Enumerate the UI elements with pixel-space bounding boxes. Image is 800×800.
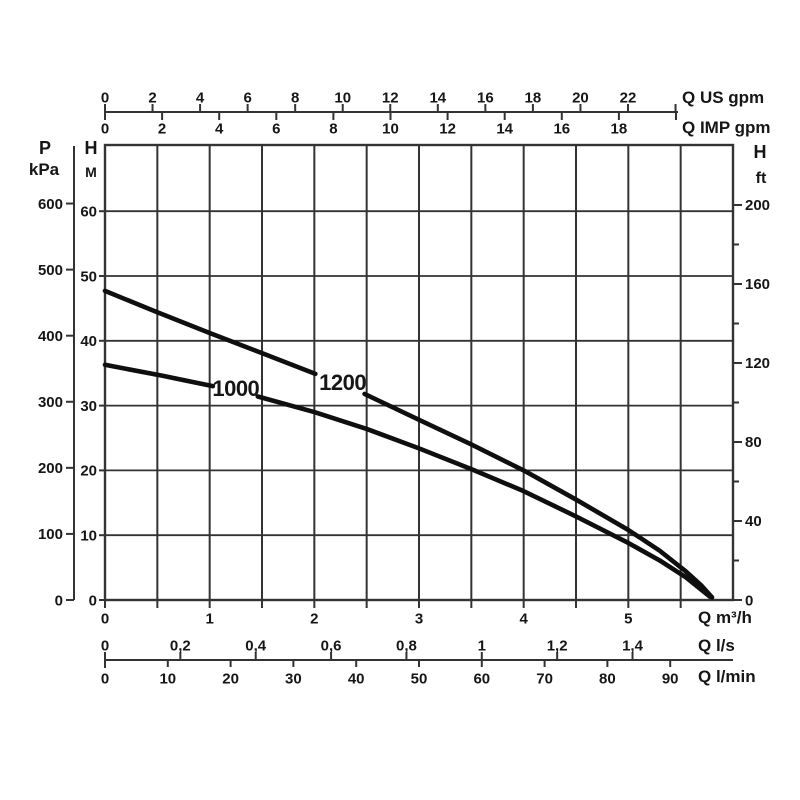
head-ft-tick-label: 160	[745, 276, 770, 293]
imp-gpm-tick-label: 8	[329, 120, 337, 137]
pressure-axis-unit: kPa	[28, 160, 60, 179]
us-gpm-tick-label: 22	[620, 89, 637, 106]
head-m-axis-name: H	[84, 138, 98, 158]
imp-gpm-tick-label: 2	[158, 120, 166, 137]
us-gpm-tick-label: 6	[243, 89, 251, 106]
kpa-tick-label: 600	[38, 196, 63, 213]
head-m-tick-label: 0	[89, 592, 97, 609]
curve-1200	[362, 391, 715, 600]
axis-label-ls: Q l/s	[698, 636, 735, 655]
curve-1000	[255, 394, 713, 600]
kpa-tick-label: 500	[38, 262, 63, 279]
m3h-tick-label: 1	[205, 610, 213, 627]
imp-gpm-tick-label: 18	[611, 120, 628, 137]
us-gpm-tick-label: 10	[334, 89, 351, 106]
head-m-axis-unit: M	[85, 164, 97, 180]
lmin-tick-label: 90	[662, 670, 679, 687]
head-ft-axis-unit: ft	[755, 170, 767, 187]
lmin-tick-label: 60	[473, 670, 490, 687]
us-gpm-tick-label: 4	[196, 89, 205, 106]
ls-tick-label: 0,6	[321, 637, 342, 654]
lmin-tick-label: 20	[222, 670, 239, 687]
axis-label-imp-gpm: Q IMP gpm	[682, 118, 771, 137]
us-gpm-tick-label: 2	[148, 89, 156, 106]
head-m-tick-label: 50	[80, 268, 97, 285]
kpa-tick-label: 0	[55, 592, 63, 609]
lmin-tick-label: 40	[348, 670, 365, 687]
us-gpm-tick-label: 18	[525, 89, 542, 106]
head-m-tick-label: 40	[80, 333, 97, 350]
kpa-tick-label: 400	[38, 328, 63, 345]
imp-gpm-tick-label: 16	[553, 120, 570, 137]
ls-tick-label: 0,8	[396, 637, 417, 654]
m3h-tick-label: 2	[310, 610, 318, 627]
head-m-tick-label: 60	[80, 203, 97, 220]
head-ft-tick-label: 200	[745, 197, 770, 214]
us-gpm-tick-label: 12	[382, 89, 399, 106]
head-ft-tick-label: 80	[745, 434, 762, 451]
head-ft-tick-label: 0	[745, 592, 753, 609]
curve-label-1200: 1200	[319, 370, 366, 395]
pressure-axis-name: P	[38, 138, 51, 158]
imp-gpm-tick-label: 10	[382, 120, 399, 137]
lmin-tick-label: 0	[101, 670, 109, 687]
us-gpm-tick-label: 14	[429, 89, 446, 106]
head-ft-tick-label: 40	[745, 513, 762, 530]
lmin-tick-label: 80	[599, 670, 616, 687]
curve-label-1000: 1000	[212, 376, 259, 401]
imp-gpm-tick-label: 12	[439, 120, 456, 137]
m3h-tick-label: 3	[415, 610, 423, 627]
curve-1000	[102, 362, 216, 389]
head-m-tick-label: 10	[80, 527, 97, 544]
imp-gpm-tick-label: 0	[101, 120, 109, 137]
us-gpm-tick-label: 0	[101, 89, 109, 106]
kpa-tick-label: 300	[38, 394, 63, 411]
kpa-tick-label: 100	[38, 526, 63, 543]
ls-tick-label: 0,2	[170, 637, 191, 654]
imp-gpm-tick-label: 14	[496, 120, 513, 137]
ls-tick-label: 1	[478, 637, 486, 654]
axis-label-us-gpm: Q US gpm	[682, 88, 765, 107]
ls-tick-label: 1,4	[622, 637, 644, 654]
axis-label-lmin: Q l/min	[698, 667, 756, 686]
curve-1200	[102, 288, 318, 377]
head-ft-tick-label: 120	[745, 355, 770, 372]
lmin-tick-label: 10	[159, 670, 176, 687]
lmin-tick-label: 30	[285, 670, 302, 687]
m3h-tick-label: 5	[624, 610, 632, 627]
head-m-tick-label: 30	[80, 398, 97, 415]
head-ft-axis-name: H	[753, 142, 767, 162]
imp-gpm-tick-label: 6	[272, 120, 280, 137]
lmin-tick-label: 50	[411, 670, 428, 687]
us-gpm-tick-label: 20	[572, 89, 589, 106]
ls-tick-label: 1,2	[547, 637, 568, 654]
us-gpm-tick-label: 16	[477, 89, 494, 106]
head-m-tick-label: 20	[80, 463, 97, 480]
ls-tick-label: 0	[101, 637, 109, 654]
kpa-tick-label: 200	[38, 460, 63, 477]
m3h-tick-label: 4	[519, 610, 528, 627]
us-gpm-tick-label: 8	[291, 89, 299, 106]
m3h-tick-label: 0	[101, 610, 109, 627]
axis-label-m3h: Q m³/h	[698, 608, 752, 627]
lmin-tick-label: 70	[536, 670, 553, 687]
ls-tick-label: 0,4	[245, 637, 267, 654]
imp-gpm-tick-label: 4	[215, 120, 224, 137]
